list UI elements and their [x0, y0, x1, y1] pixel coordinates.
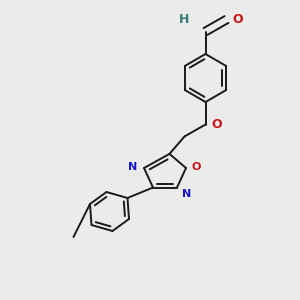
Text: O: O [192, 161, 201, 172]
Text: O: O [232, 13, 242, 26]
Text: N: N [128, 161, 137, 172]
Text: O: O [211, 118, 221, 131]
Text: H: H [179, 13, 190, 26]
Text: N: N [182, 189, 192, 199]
